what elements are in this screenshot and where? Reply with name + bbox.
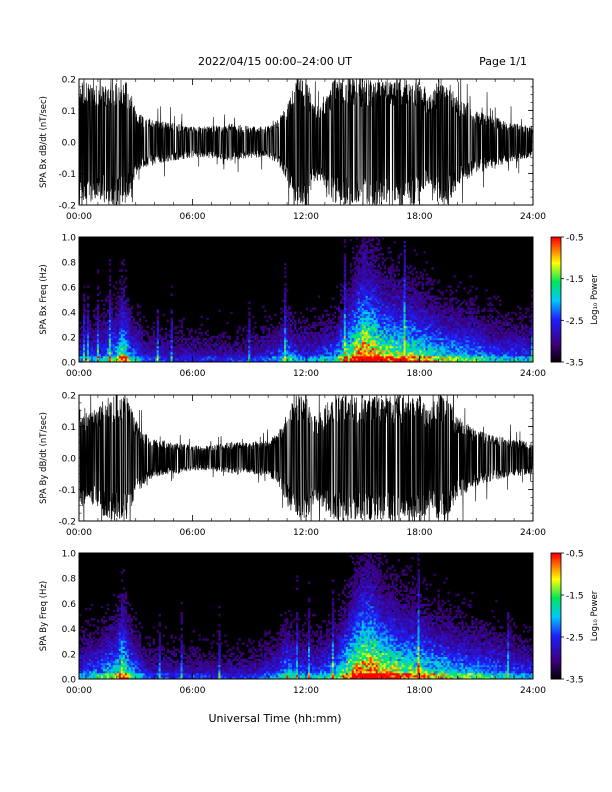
y-tick-label: -0.2	[58, 518, 76, 528]
x-tick-label: 18:00	[407, 369, 433, 379]
x-tick-label: 00:00	[66, 212, 92, 222]
figure-title: 2022/04/15 00:00–24:00 UT	[198, 55, 352, 68]
y-tick-label: 1.0	[62, 234, 77, 244]
x-tick-label: 00:00	[66, 369, 92, 379]
colorbar-tick-label: -3.5	[566, 359, 584, 369]
y-axis-label: SPA By dB/dt (nT/sec)	[39, 412, 49, 504]
colorbar-label: Log₁₀ Power	[590, 590, 600, 641]
colorbar-tick-label: -1.5	[566, 275, 584, 285]
y-tick-label: 0.1	[62, 107, 76, 117]
x-tick-label: 24:00	[520, 212, 546, 222]
page-label: Page 1/1	[479, 55, 527, 68]
colorbar-tick-label: -0.5	[566, 234, 584, 244]
y-tick-label: 1.0	[62, 550, 77, 560]
y-tick-label: -0.1	[58, 170, 76, 180]
colorbar-tick-label: -2.5	[566, 634, 584, 644]
colorbar: -0.5 -1.5 -2.5 -3.5 Log₁₀ Power	[550, 234, 600, 369]
x-tick-label: 12:00	[293, 528, 319, 538]
y-tick-label: -0.1	[58, 486, 76, 496]
y-axis-label: SPA By Freq (Hz)	[39, 581, 49, 651]
y-tick-label: 0.0	[62, 139, 77, 149]
panel-bx-spectrogram: -0.5 -1.5 -2.5 -3.5 Log₁₀ Power 0.0 0.2 0.4 0.6 0…	[39, 234, 600, 380]
colorbar-tick-label: -1.5	[566, 592, 584, 602]
panel-bx-dbdt: -0.2 -0.1 0.0 0.1 0.2 00:00 06:00 12:00 18:00 24:…	[39, 76, 546, 223]
colorbar: -0.5 -1.5 -2.5 -3.5 Log₁₀ Power	[550, 550, 600, 686]
y-tick-label: 0.8	[62, 575, 77, 585]
x-tick-label: 24:00	[520, 686, 546, 696]
y-tick-label: 0.2	[62, 650, 76, 660]
x-tick-label: 12:00	[293, 686, 319, 696]
x-tick-label: 06:00	[180, 686, 206, 696]
y-tick-label: 0.8	[62, 259, 77, 269]
y-tick-label: 0.0	[62, 455, 77, 465]
x-tick-label: 24:00	[520, 369, 546, 379]
y-axis-label: SPA Bx Freq (Hz)	[39, 264, 49, 334]
y-tick-label: 0.0	[62, 676, 77, 686]
x-tick-label: 18:00	[407, 212, 433, 222]
spectrogram-cells	[79, 553, 533, 679]
y-tick-label: 0.6	[62, 600, 77, 610]
y-tick-label: -0.2	[58, 202, 76, 212]
x-tick-label: 18:00	[407, 686, 433, 696]
x-axis-title: Universal Time (hh:mm)	[209, 712, 342, 725]
panel-by-dbdt: -0.2 -0.1 0.0 0.1 0.2 00:00 06:00 12:00 18:00 24:…	[39, 392, 546, 539]
x-tick-label: 06:00	[180, 212, 206, 222]
y-axis-label: SPA Bx dB/dt (nT/sec)	[39, 96, 49, 188]
x-tick-label: 24:00	[520, 528, 546, 538]
colorbar-tick-label: -0.5	[566, 550, 584, 560]
x-tick-label: 00:00	[66, 686, 92, 696]
y-tick-label: 0.2	[62, 392, 76, 402]
x-tick-label: 12:00	[293, 212, 319, 222]
x-tick-label: 18:00	[407, 528, 433, 538]
y-tick-label: 0.1	[62, 423, 76, 433]
y-tick-label: 0.0	[62, 359, 77, 369]
x-tick-label: 06:00	[180, 369, 206, 379]
x-tick-label: 00:00	[66, 528, 92, 538]
colorbar-tick-label: -2.5	[566, 317, 584, 327]
colorbar-tick-label: -3.5	[566, 676, 584, 686]
y-tick-label: 0.4	[62, 309, 77, 319]
y-tick-label: 0.2	[62, 76, 76, 86]
spectrogram-cells	[79, 237, 533, 362]
y-tick-label: 0.6	[62, 284, 77, 294]
colorbar-label: Log₁₀ Power	[590, 274, 600, 325]
y-tick-label: 0.2	[62, 334, 76, 344]
x-tick-label: 06:00	[180, 528, 206, 538]
panel-by-spectrogram: -0.5 -1.5 -2.5 -3.5 Log₁₀ Power 0.0 0.2 0.4 0.6 0…	[39, 550, 600, 697]
y-tick-label: 0.4	[62, 625, 77, 635]
x-tick-label: 12:00	[293, 369, 319, 379]
